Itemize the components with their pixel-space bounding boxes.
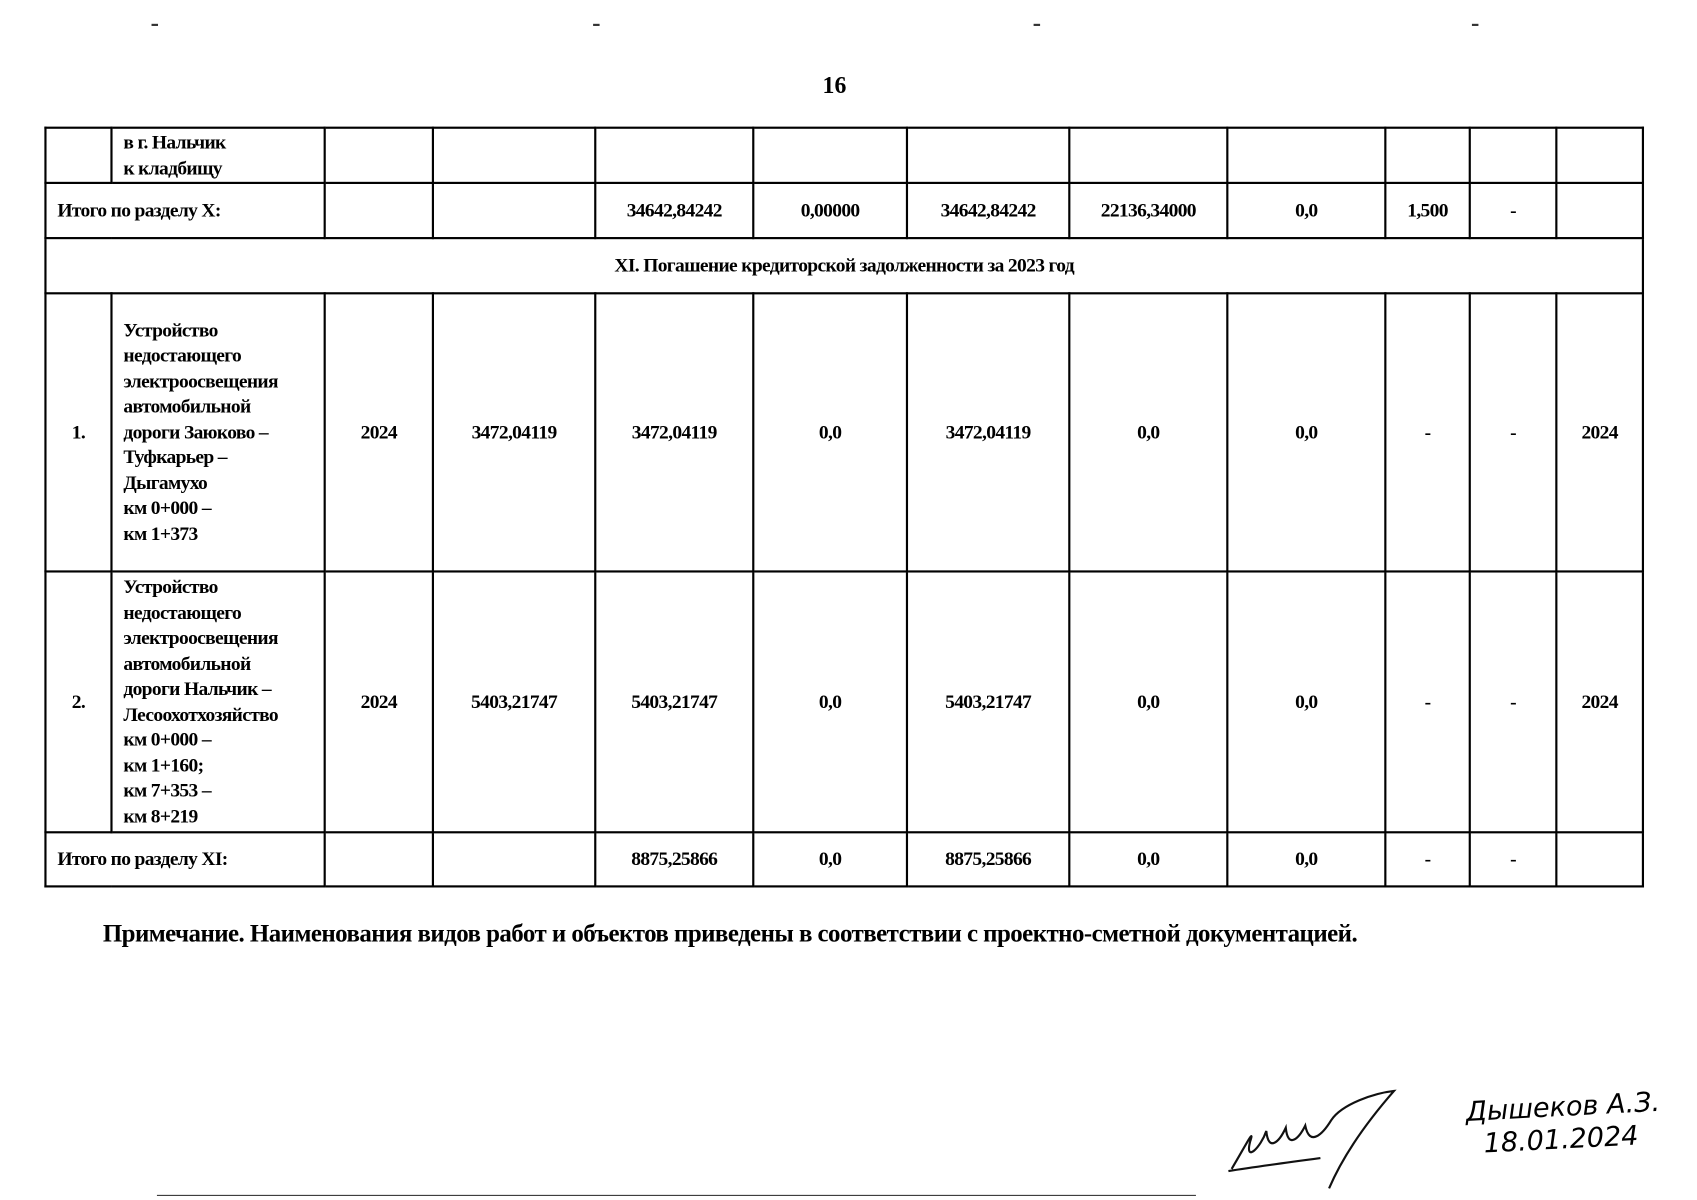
table-cell: 5403,21747 (905, 570, 1071, 834)
table-cell: 8875,25866 (905, 831, 1071, 888)
table-row-section: XI. Погашение кредиторской задолженности… (44, 237, 1645, 295)
table-cell (905, 126, 1071, 184)
handwritten-signature-text: Дышеков А.З. 18.01.2024 (1465, 1086, 1663, 1161)
table-cell: 0,0 (752, 831, 909, 888)
table-cell: 0,0 (752, 570, 909, 834)
table-cell (323, 126, 435, 184)
table-cell: 8875,25866 (594, 831, 755, 888)
table-cell: - (1384, 570, 1471, 834)
table-cell: - (1468, 570, 1558, 834)
table-cell: 5403,21747 (431, 570, 597, 834)
table-cell: XI. Погашение кредиторской задолженности… (44, 237, 1645, 295)
table-cell: 2024 (323, 292, 435, 573)
note: Примечание. Наименования видов работ и о… (102, 919, 1358, 948)
table-cell: 0,0 (1068, 570, 1229, 834)
table-cell: 2024 (1555, 292, 1645, 573)
table-row-total: Итого по разделу X: 34642,84242 0,00000 346… (44, 181, 1645, 240)
table-cell: 2024 (323, 570, 435, 834)
table-cell (431, 831, 597, 888)
table-cell: 5403,21747 (594, 570, 755, 834)
table-cell (1555, 126, 1645, 184)
table-cell: Устройство недостающего электроосвещения… (110, 292, 326, 573)
table-cell: 22136,34000 (1068, 181, 1229, 240)
table-cell: 2. (44, 570, 113, 834)
page-number: 16 (822, 71, 847, 99)
table-cell: 0,0 (1226, 570, 1387, 834)
signature-image (1228, 1089, 1397, 1189)
table-cell: - (1384, 831, 1471, 888)
table-cell: 1. (44, 292, 113, 573)
table-cell: 0,0 (1068, 831, 1229, 888)
table-cell (1226, 126, 1387, 184)
table-cell: - (1468, 181, 1558, 240)
table-cell: 2024 (1555, 570, 1645, 834)
table-row-total: Итого по разделу XI: 8875,25866 0,0 8875,25… (44, 831, 1645, 888)
table-cell: 0,0 (1226, 292, 1387, 573)
table-cell (752, 126, 909, 184)
table-cell: 34642,84242 (594, 181, 755, 240)
table-cell (44, 126, 113, 184)
table-cell: 3472,04119 (905, 292, 1071, 573)
table-row-item: 1. Устройство недостающего электроосвещен… (44, 292, 1645, 573)
table-cell (1555, 831, 1645, 888)
table-cell: Итого по разделу XI: (44, 831, 326, 888)
table-cell: 0,00000 (752, 181, 909, 240)
table-cell (1468, 126, 1558, 184)
table-row-item: 2. Устройство недостающего электроосвещен… (44, 570, 1645, 834)
table-cell: 3472,04119 (431, 292, 597, 573)
table-cell (1555, 181, 1645, 240)
table-cell (594, 126, 755, 184)
table-cell: - (1384, 292, 1471, 573)
table-cell (431, 181, 597, 240)
table-cell: Итого по разделу X: (44, 181, 326, 240)
table-cell: 0,0 (752, 292, 909, 573)
table-cell (1384, 126, 1471, 184)
table-cell (323, 831, 435, 888)
scan-mark (1471, 23, 1479, 26)
table-cell (431, 126, 597, 184)
table-row-item: в г. Нальчик к кладбищу (44, 126, 1645, 184)
table-cell: 3472,04119 (594, 292, 755, 573)
scan-mark (156, 1194, 1196, 1196)
table-cell (323, 181, 435, 240)
table-cell: - (1468, 831, 1558, 888)
table-cell: - (1468, 292, 1558, 573)
scan-mark (151, 23, 159, 26)
table-cell: 1,500 (1384, 181, 1471, 240)
table-cell (1068, 126, 1229, 184)
table-cell: 34642,84242 (905, 181, 1071, 240)
table-cell: 0,0 (1226, 181, 1387, 240)
scan-mark (1033, 23, 1041, 26)
table-cell: Устройство недостающего электроосвещения… (110, 570, 326, 834)
table-cell: 0,0 (1226, 831, 1387, 888)
table-cell: в г. Нальчик к кладбищу (110, 126, 326, 184)
scan-mark (593, 23, 600, 26)
data-table: в г. Нальчик к кладбищу Итого по разделу … (44, 126, 1645, 888)
table-cell: 0,0 (1068, 292, 1229, 573)
